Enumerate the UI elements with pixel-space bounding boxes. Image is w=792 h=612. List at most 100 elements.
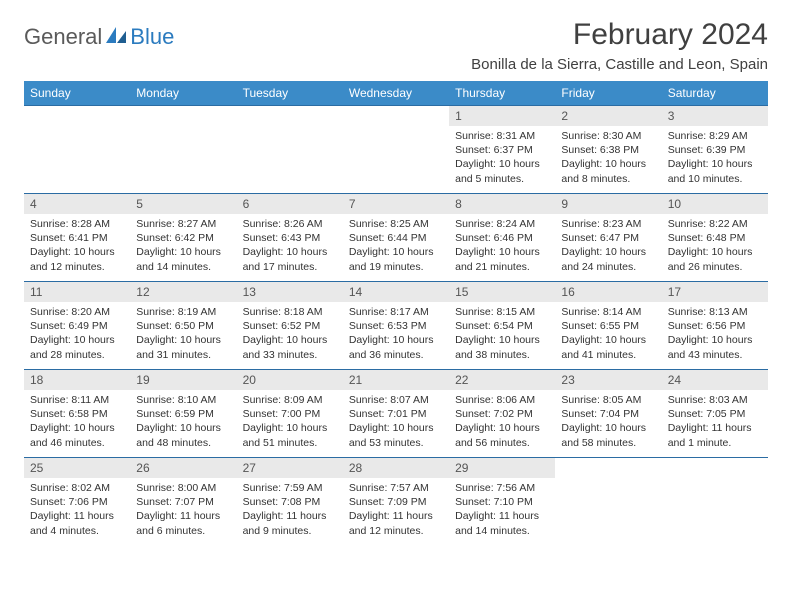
calendar-day-cell: 9Sunrise: 8:23 AMSunset: 6:47 PMDaylight… <box>555 194 661 282</box>
weekday-header: Thursday <box>449 81 555 106</box>
calendar-empty-cell <box>662 458 768 546</box>
weekday-header: Friday <box>555 81 661 106</box>
calendar-day-cell: 7Sunrise: 8:25 AMSunset: 6:44 PMDaylight… <box>343 194 449 282</box>
day-info: Sunrise: 8:30 AMSunset: 6:38 PMDaylight:… <box>555 126 661 190</box>
day-number: 11 <box>24 282 130 302</box>
title-block: February 2024 Bonilla de la Sierra, Cast… <box>471 18 768 73</box>
calendar-day-cell: 11Sunrise: 8:20 AMSunset: 6:49 PMDayligh… <box>24 282 130 370</box>
calendar-day-cell: 21Sunrise: 8:07 AMSunset: 7:01 PMDayligh… <box>343 370 449 458</box>
weekday-header: Monday <box>130 81 236 106</box>
calendar-week-row: 4Sunrise: 8:28 AMSunset: 6:41 PMDaylight… <box>24 194 768 282</box>
day-number: 24 <box>662 370 768 390</box>
day-info: Sunrise: 8:19 AMSunset: 6:50 PMDaylight:… <box>130 302 236 366</box>
calendar-empty-cell <box>237 106 343 194</box>
calendar-empty-cell <box>24 106 130 194</box>
calendar-table: SundayMondayTuesdayWednesdayThursdayFrid… <box>24 81 768 546</box>
calendar-day-cell: 13Sunrise: 8:18 AMSunset: 6:52 PMDayligh… <box>237 282 343 370</box>
calendar-week-row: 11Sunrise: 8:20 AMSunset: 6:49 PMDayligh… <box>24 282 768 370</box>
weekday-header: Sunday <box>24 81 130 106</box>
calendar-day-cell: 4Sunrise: 8:28 AMSunset: 6:41 PMDaylight… <box>24 194 130 282</box>
day-number: 21 <box>343 370 449 390</box>
day-info: Sunrise: 8:05 AMSunset: 7:04 PMDaylight:… <box>555 390 661 454</box>
logo-text-general: General <box>24 24 102 50</box>
calendar-day-cell: 22Sunrise: 8:06 AMSunset: 7:02 PMDayligh… <box>449 370 555 458</box>
weekday-header: Wednesday <box>343 81 449 106</box>
day-info: Sunrise: 8:24 AMSunset: 6:46 PMDaylight:… <box>449 214 555 278</box>
day-number: 13 <box>237 282 343 302</box>
day-number: 16 <box>555 282 661 302</box>
calendar-day-cell: 2Sunrise: 8:30 AMSunset: 6:38 PMDaylight… <box>555 106 661 194</box>
calendar-day-cell: 16Sunrise: 8:14 AMSunset: 6:55 PMDayligh… <box>555 282 661 370</box>
day-info: Sunrise: 8:18 AMSunset: 6:52 PMDaylight:… <box>237 302 343 366</box>
day-info: Sunrise: 8:28 AMSunset: 6:41 PMDaylight:… <box>24 214 130 278</box>
day-number: 7 <box>343 194 449 214</box>
logo-sail-icon <box>106 25 128 50</box>
day-info: Sunrise: 8:26 AMSunset: 6:43 PMDaylight:… <box>237 214 343 278</box>
day-info: Sunrise: 7:59 AMSunset: 7:08 PMDaylight:… <box>237 478 343 542</box>
calendar-day-cell: 3Sunrise: 8:29 AMSunset: 6:39 PMDaylight… <box>662 106 768 194</box>
calendar-day-cell: 17Sunrise: 8:13 AMSunset: 6:56 PMDayligh… <box>662 282 768 370</box>
day-info: Sunrise: 8:03 AMSunset: 7:05 PMDaylight:… <box>662 390 768 454</box>
day-number: 2 <box>555 106 661 126</box>
calendar-day-cell: 26Sunrise: 8:00 AMSunset: 7:07 PMDayligh… <box>130 458 236 546</box>
day-info: Sunrise: 7:57 AMSunset: 7:09 PMDaylight:… <box>343 478 449 542</box>
day-number: 10 <box>662 194 768 214</box>
day-info: Sunrise: 8:11 AMSunset: 6:58 PMDaylight:… <box>24 390 130 454</box>
calendar-empty-cell <box>555 458 661 546</box>
day-number: 8 <box>449 194 555 214</box>
calendar-day-cell: 20Sunrise: 8:09 AMSunset: 7:00 PMDayligh… <box>237 370 343 458</box>
calendar-day-cell: 1Sunrise: 8:31 AMSunset: 6:37 PMDaylight… <box>449 106 555 194</box>
day-info: Sunrise: 8:17 AMSunset: 6:53 PMDaylight:… <box>343 302 449 366</box>
day-number: 1 <box>449 106 555 126</box>
day-info: Sunrise: 8:29 AMSunset: 6:39 PMDaylight:… <box>662 126 768 190</box>
day-number: 15 <box>449 282 555 302</box>
day-info: Sunrise: 8:07 AMSunset: 7:01 PMDaylight:… <box>343 390 449 454</box>
day-number: 14 <box>343 282 449 302</box>
calendar-day-cell: 14Sunrise: 8:17 AMSunset: 6:53 PMDayligh… <box>343 282 449 370</box>
logo-text-blue: Blue <box>130 24 174 50</box>
day-info: Sunrise: 7:56 AMSunset: 7:10 PMDaylight:… <box>449 478 555 542</box>
calendar-day-cell: 15Sunrise: 8:15 AMSunset: 6:54 PMDayligh… <box>449 282 555 370</box>
day-info: Sunrise: 8:25 AMSunset: 6:44 PMDaylight:… <box>343 214 449 278</box>
day-number: 27 <box>237 458 343 478</box>
calendar-week-row: 18Sunrise: 8:11 AMSunset: 6:58 PMDayligh… <box>24 370 768 458</box>
day-info: Sunrise: 8:02 AMSunset: 7:06 PMDaylight:… <box>24 478 130 542</box>
day-info: Sunrise: 8:00 AMSunset: 7:07 PMDaylight:… <box>130 478 236 542</box>
day-info: Sunrise: 8:23 AMSunset: 6:47 PMDaylight:… <box>555 214 661 278</box>
day-number: 29 <box>449 458 555 478</box>
logo: General Blue <box>24 24 174 50</box>
day-info: Sunrise: 8:20 AMSunset: 6:49 PMDaylight:… <box>24 302 130 366</box>
day-info: Sunrise: 8:22 AMSunset: 6:48 PMDaylight:… <box>662 214 768 278</box>
day-number: 23 <box>555 370 661 390</box>
calendar-day-cell: 6Sunrise: 8:26 AMSunset: 6:43 PMDaylight… <box>237 194 343 282</box>
day-number: 20 <box>237 370 343 390</box>
calendar-day-cell: 28Sunrise: 7:57 AMSunset: 7:09 PMDayligh… <box>343 458 449 546</box>
day-info: Sunrise: 8:06 AMSunset: 7:02 PMDaylight:… <box>449 390 555 454</box>
weekday-header: Tuesday <box>237 81 343 106</box>
calendar-day-cell: 29Sunrise: 7:56 AMSunset: 7:10 PMDayligh… <box>449 458 555 546</box>
calendar-day-cell: 24Sunrise: 8:03 AMSunset: 7:05 PMDayligh… <box>662 370 768 458</box>
day-number: 17 <box>662 282 768 302</box>
calendar-day-cell: 27Sunrise: 7:59 AMSunset: 7:08 PMDayligh… <box>237 458 343 546</box>
day-info: Sunrise: 8:27 AMSunset: 6:42 PMDaylight:… <box>130 214 236 278</box>
day-number: 25 <box>24 458 130 478</box>
calendar-empty-cell <box>343 106 449 194</box>
calendar-empty-cell <box>130 106 236 194</box>
day-info: Sunrise: 8:31 AMSunset: 6:37 PMDaylight:… <box>449 126 555 190</box>
day-info: Sunrise: 8:13 AMSunset: 6:56 PMDaylight:… <box>662 302 768 366</box>
calendar-day-cell: 12Sunrise: 8:19 AMSunset: 6:50 PMDayligh… <box>130 282 236 370</box>
calendar-day-cell: 18Sunrise: 8:11 AMSunset: 6:58 PMDayligh… <box>24 370 130 458</box>
calendar-day-cell: 8Sunrise: 8:24 AMSunset: 6:46 PMDaylight… <box>449 194 555 282</box>
day-number: 6 <box>237 194 343 214</box>
calendar-day-cell: 5Sunrise: 8:27 AMSunset: 6:42 PMDaylight… <box>130 194 236 282</box>
calendar-day-cell: 23Sunrise: 8:05 AMSunset: 7:04 PMDayligh… <box>555 370 661 458</box>
day-number: 4 <box>24 194 130 214</box>
day-number: 26 <box>130 458 236 478</box>
calendar-day-cell: 25Sunrise: 8:02 AMSunset: 7:06 PMDayligh… <box>24 458 130 546</box>
location-text: Bonilla de la Sierra, Castille and Leon,… <box>471 56 768 73</box>
day-number: 28 <box>343 458 449 478</box>
day-info: Sunrise: 8:10 AMSunset: 6:59 PMDaylight:… <box>130 390 236 454</box>
day-number: 9 <box>555 194 661 214</box>
day-number: 3 <box>662 106 768 126</box>
calendar-week-row: 1Sunrise: 8:31 AMSunset: 6:37 PMDaylight… <box>24 106 768 194</box>
